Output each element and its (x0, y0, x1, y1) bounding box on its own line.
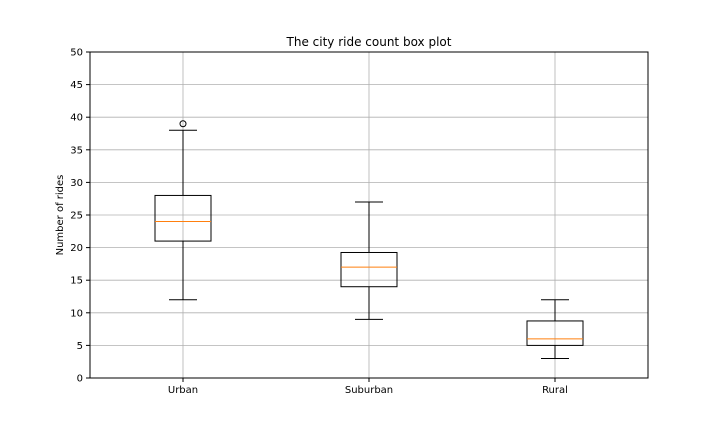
y-tick-label: 30 (70, 178, 83, 189)
outlier-point (179, 120, 187, 128)
box-urban (154, 120, 212, 301)
x-tick-label-urban: Urban (168, 385, 198, 396)
box-rural (526, 299, 584, 359)
y-tick-label: 35 (70, 145, 83, 156)
iqr-box (526, 320, 584, 346)
box-suburban (340, 201, 398, 320)
y-tick-label: 5 (77, 341, 83, 352)
y-tick-label: 45 (70, 80, 83, 91)
y-tick-label: 50 (70, 48, 83, 59)
y-tick-label: 0 (77, 374, 83, 385)
y-tick-label: 20 (70, 243, 83, 254)
iqr-box (154, 194, 212, 242)
chart-title: The city ride count box plot (286, 35, 452, 49)
axis-ticks: 0 5 10 15 20 25 30 35 40 45 50 Urban Suburban Rural (70, 48, 568, 397)
box-series (154, 120, 584, 359)
iqr-box (340, 251, 398, 288)
x-tick-label-suburban: Suburban (345, 385, 393, 396)
x-tick-label-rural: Rural (542, 385, 568, 396)
y-axis-label: Number of rides (55, 175, 66, 256)
y-tick-label: 15 (70, 276, 83, 287)
y-tick-label: 25 (70, 211, 83, 222)
y-tick-label: 40 (70, 113, 83, 124)
y-tick-label: 10 (70, 308, 83, 319)
